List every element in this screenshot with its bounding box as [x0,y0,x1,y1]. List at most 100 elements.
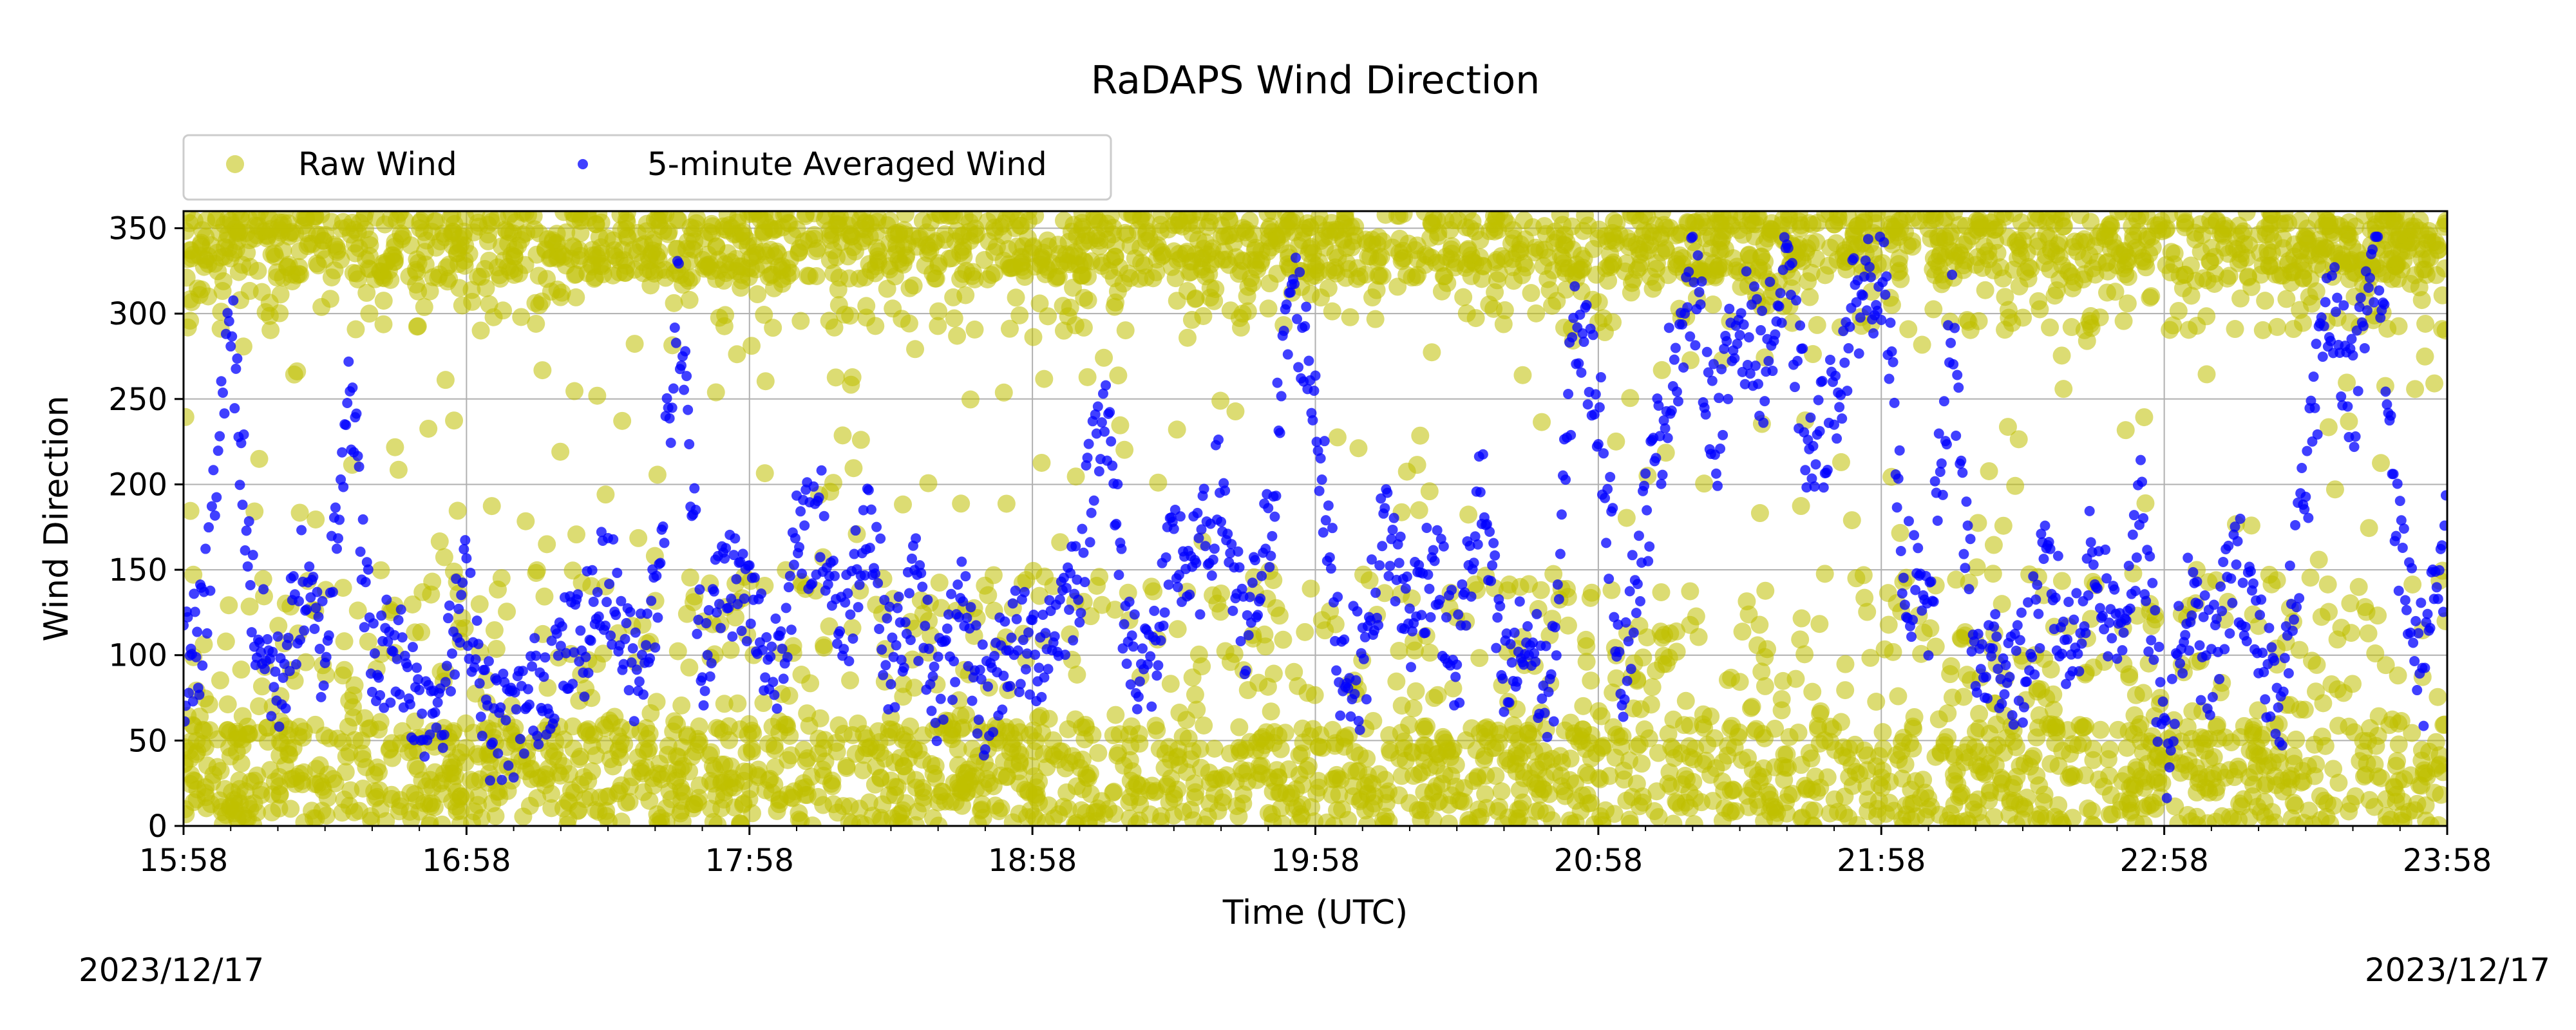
raw-wind-point [1066,467,1085,486]
raw-wind-point [234,337,252,356]
raw-wind-point [801,674,820,693]
averaged-wind-point [189,588,200,599]
averaged-wind-point [491,675,502,686]
averaged-wind-point [267,646,278,657]
raw-wind-point [1312,611,1331,630]
raw-wind-point [2081,315,2099,333]
averaged-wind-point [321,651,332,662]
raw-wind-point [2001,791,2020,810]
raw-wind-point [1695,474,1714,493]
raw-wind-point [1387,672,1406,691]
raw-wind-point [360,304,379,323]
raw-wind-point [742,337,761,355]
averaged-wind-point [580,651,591,662]
raw-wind-point [1076,715,1095,734]
averaged-wind-point [204,522,214,533]
raw-wind-point [1090,213,1109,232]
raw-wind-point [1719,736,1738,755]
averaged-wind-point [445,686,456,697]
raw-wind-point [1539,270,1557,288]
raw-wind-point [588,386,607,405]
raw-wind-point [493,237,511,256]
raw-wind-point [764,319,782,337]
raw-wind-point [2284,320,2303,339]
raw-wind-point [1000,319,1019,338]
raw-wind-point [842,227,861,246]
averaged-wind-point [607,639,618,650]
raw-wind-point [1122,717,1141,736]
averaged-wind-point [218,388,229,398]
averaged-wind-point [655,557,666,568]
raw-wind-point [1984,536,2003,554]
averaged-wind-point [497,774,507,785]
averaged-wind-point [202,628,213,639]
averaged-wind-point [407,642,418,653]
raw-wind-point [1848,816,1867,826]
raw-wind-point [1960,814,1978,826]
averaged-wind-point [347,382,358,393]
raw-wind-point [2118,294,2137,313]
raw-wind-point [2209,729,2228,748]
raw-wind-point [824,264,843,283]
raw-wind-point [355,211,374,223]
raw-wind-point [1998,418,2017,436]
averaged-wind-point [243,516,254,527]
raw-wind-point [346,320,365,339]
raw-wind-point [1039,238,1058,256]
raw-wind-point [567,288,585,306]
raw-wind-point [1476,785,1495,803]
raw-wind-point [1060,753,1079,772]
averaged-wind-point [280,703,291,714]
raw-wind-point [2007,233,2025,252]
raw-wind-point [2078,332,2096,350]
averaged-wind-point [242,561,253,572]
raw-wind-point [1425,211,1443,228]
averaged-wind-point [430,707,440,718]
raw-wind-point [372,561,390,579]
raw-wind-point [1684,772,1703,791]
averaged-wind-point [260,664,270,675]
raw-wind-point [2262,211,2281,224]
raw-wind-point [1370,765,1388,783]
raw-wind-point [843,619,862,637]
raw-wind-point [1714,753,1732,772]
raw-wind-point [2229,760,2248,779]
raw-wind-point [1105,805,1124,823]
raw-wind-point [1970,704,1989,723]
raw-wind-point [873,811,891,826]
raw-wind-point [2268,317,2287,336]
raw-wind-point [790,243,808,261]
raw-wind-point [202,795,220,814]
raw-wind-point [1204,586,1222,604]
raw-wind-point [353,744,372,763]
raw-wind-point [1340,726,1358,745]
raw-wind-point [2389,714,2408,733]
averaged-wind-point [299,625,310,636]
raw-wind-point [2320,603,2338,621]
raw-wind-point [1808,315,1826,334]
raw-wind-point [1772,701,1791,720]
averaged-wind-point [508,772,519,783]
raw-wind-point [866,775,884,794]
raw-wind-point [1987,715,2006,734]
raw-wind-point [1716,239,1734,258]
raw-wind-point [1423,739,1442,758]
averaged-wind-point [394,689,405,700]
raw-wind-point [1119,583,1137,602]
raw-wind-point [445,411,464,430]
raw-wind-point [2100,767,2119,785]
averaged-wind-point [397,632,408,643]
raw-wind-point [1557,263,1575,282]
averaged-wind-point [631,664,642,675]
raw-wind-point [389,460,408,479]
raw-wind-point [294,728,312,747]
averaged-wind-point [596,527,607,538]
raw-wind-point [726,608,744,627]
raw-wind-point [1392,767,1411,785]
raw-wind-point [1681,582,1700,601]
raw-wind-point [1701,765,1719,784]
averaged-wind-point [652,612,663,623]
raw-wind-point [1686,739,1705,758]
averaged-wind-point [343,356,354,367]
averaged-wind-point [592,586,603,597]
